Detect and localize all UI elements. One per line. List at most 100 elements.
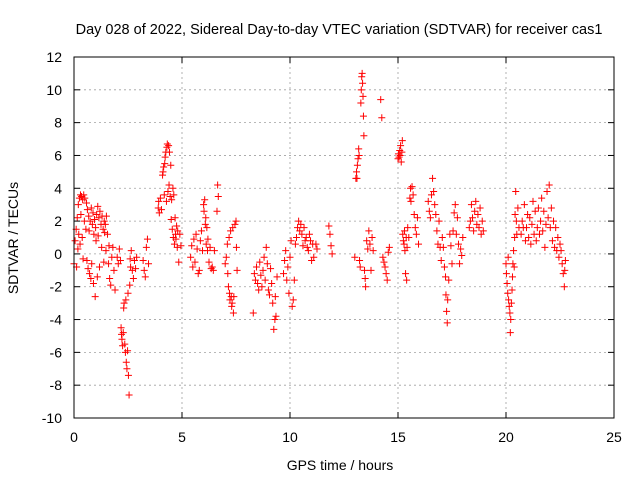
data-point <box>415 240 423 248</box>
data-point <box>85 212 93 220</box>
data-point <box>290 276 298 284</box>
y-tick-label: 10 <box>46 82 62 98</box>
data-point <box>105 260 113 268</box>
data-point <box>396 151 404 159</box>
data-point <box>368 234 376 241</box>
y-axis-label: SDTVAR / TECUs <box>5 182 21 294</box>
data-point <box>444 296 452 304</box>
data-point <box>225 234 233 241</box>
data-point <box>312 240 320 248</box>
data-point <box>126 255 134 263</box>
data-point <box>518 217 526 225</box>
data-point <box>192 230 200 238</box>
data-point <box>201 220 209 228</box>
data-point <box>75 230 83 238</box>
data-point <box>443 319 451 327</box>
data-point <box>458 252 466 260</box>
data-point <box>88 220 96 228</box>
x-tick-label: 0 <box>70 429 78 445</box>
data-point <box>264 286 272 294</box>
data-point <box>265 291 273 299</box>
data-point <box>531 207 539 215</box>
data-point <box>166 192 174 200</box>
data-point <box>100 258 108 266</box>
data-point <box>400 227 408 235</box>
data-point <box>200 207 208 215</box>
data-point <box>82 225 90 233</box>
data-point <box>145 260 153 268</box>
data-point <box>281 256 289 264</box>
data-point <box>83 199 91 207</box>
data-point <box>269 299 277 307</box>
data-point <box>172 235 180 243</box>
data-point <box>139 256 147 264</box>
data-point <box>87 275 95 283</box>
data-point <box>435 217 443 225</box>
data-point <box>429 174 437 182</box>
data-point <box>91 293 99 301</box>
data-point <box>165 142 173 150</box>
data-point <box>171 214 179 222</box>
data-point <box>168 196 176 204</box>
data-point <box>542 220 550 228</box>
data-point <box>469 214 477 222</box>
data-point <box>534 204 542 212</box>
data-point <box>508 273 516 281</box>
data-point <box>545 181 553 189</box>
data-point <box>213 207 221 215</box>
data-point <box>74 201 82 209</box>
data-point <box>208 263 216 271</box>
data-point <box>304 247 312 255</box>
data-point <box>84 265 92 273</box>
data-point <box>539 227 547 235</box>
data-point <box>355 151 363 159</box>
data-point <box>85 227 93 235</box>
y-tick-label: 12 <box>46 49 62 65</box>
data-point <box>123 365 131 373</box>
data-point <box>502 270 510 278</box>
data-point <box>412 230 420 238</box>
y-tick-label: 4 <box>54 180 62 196</box>
data-point <box>362 283 370 291</box>
data-point <box>364 245 372 253</box>
data-point <box>408 183 416 191</box>
data-point <box>382 270 390 278</box>
data-point <box>529 197 537 205</box>
data-point <box>228 299 236 307</box>
data-point <box>283 276 291 284</box>
data-point <box>120 299 128 307</box>
data-point <box>272 312 280 320</box>
data-point <box>202 214 210 222</box>
data-point <box>506 309 514 317</box>
data-point <box>517 230 525 238</box>
data-point <box>194 270 202 278</box>
data-point <box>503 279 511 287</box>
data-point <box>229 309 237 317</box>
data-point <box>424 197 432 205</box>
data-point <box>527 240 535 248</box>
data-point <box>162 197 170 205</box>
data-point <box>289 296 297 304</box>
y-tick-label: -2 <box>50 279 63 295</box>
data-point <box>475 224 483 232</box>
data-point <box>284 263 292 271</box>
data-point <box>286 253 294 261</box>
data-point <box>403 276 411 284</box>
x-tick-label: 5 <box>178 429 186 445</box>
data-point <box>142 243 150 251</box>
data-point <box>297 220 305 228</box>
data-point <box>88 260 96 268</box>
data-point <box>544 214 552 222</box>
data-point <box>380 258 388 266</box>
data-point <box>508 286 516 294</box>
data-point <box>74 245 82 253</box>
data-point <box>353 161 361 169</box>
data-point <box>209 266 217 274</box>
data-point <box>86 270 94 278</box>
data-point <box>313 245 321 253</box>
data-point <box>100 217 108 225</box>
data-point <box>507 299 515 307</box>
data-point <box>413 214 421 222</box>
data-point <box>383 276 391 284</box>
